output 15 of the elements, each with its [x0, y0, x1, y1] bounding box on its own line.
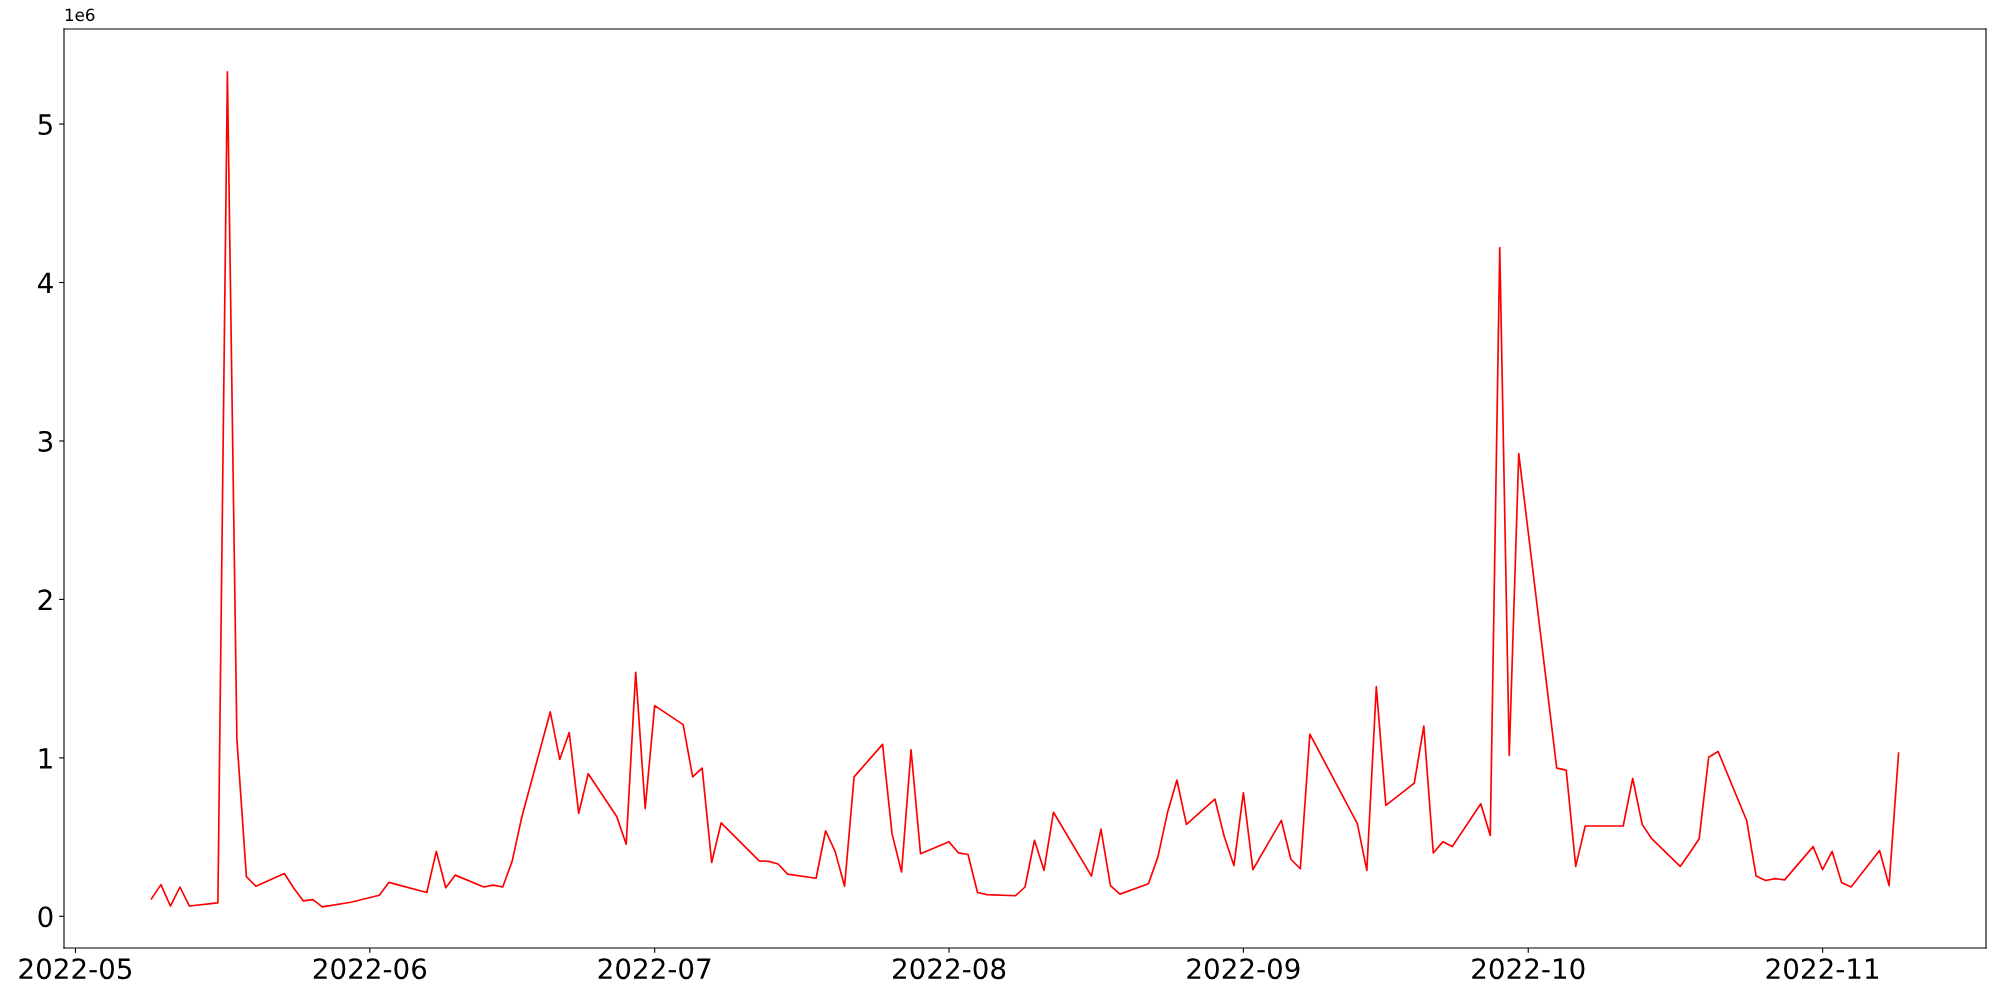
- y-tick-label: 2: [38, 589, 52, 610]
- x-tick-label: 2022-07: [598, 958, 711, 980]
- text: 1e6: [65, 8, 95, 22]
- x-tick-label: 2022-08: [893, 958, 1006, 980]
- y-tick-label: 3: [38, 430, 53, 452]
- x-tick-label: 2022-09: [1187, 958, 1300, 980]
- y-tick-label: 5: [38, 114, 52, 136]
- x-tick-label: 2022-05: [19, 958, 132, 980]
- x-tick-label: 2022-06: [313, 958, 427, 980]
- y-tick-label: 1: [39, 748, 52, 769]
- x-tick-label: 2022-11: [1766, 958, 1879, 980]
- x-tick-label: 2022-10: [1472, 958, 1585, 980]
- y-tick-label: 0: [38, 906, 53, 928]
- line-series: [150, 70, 1900, 908]
- y-tick-label: 4: [37, 272, 53, 294]
